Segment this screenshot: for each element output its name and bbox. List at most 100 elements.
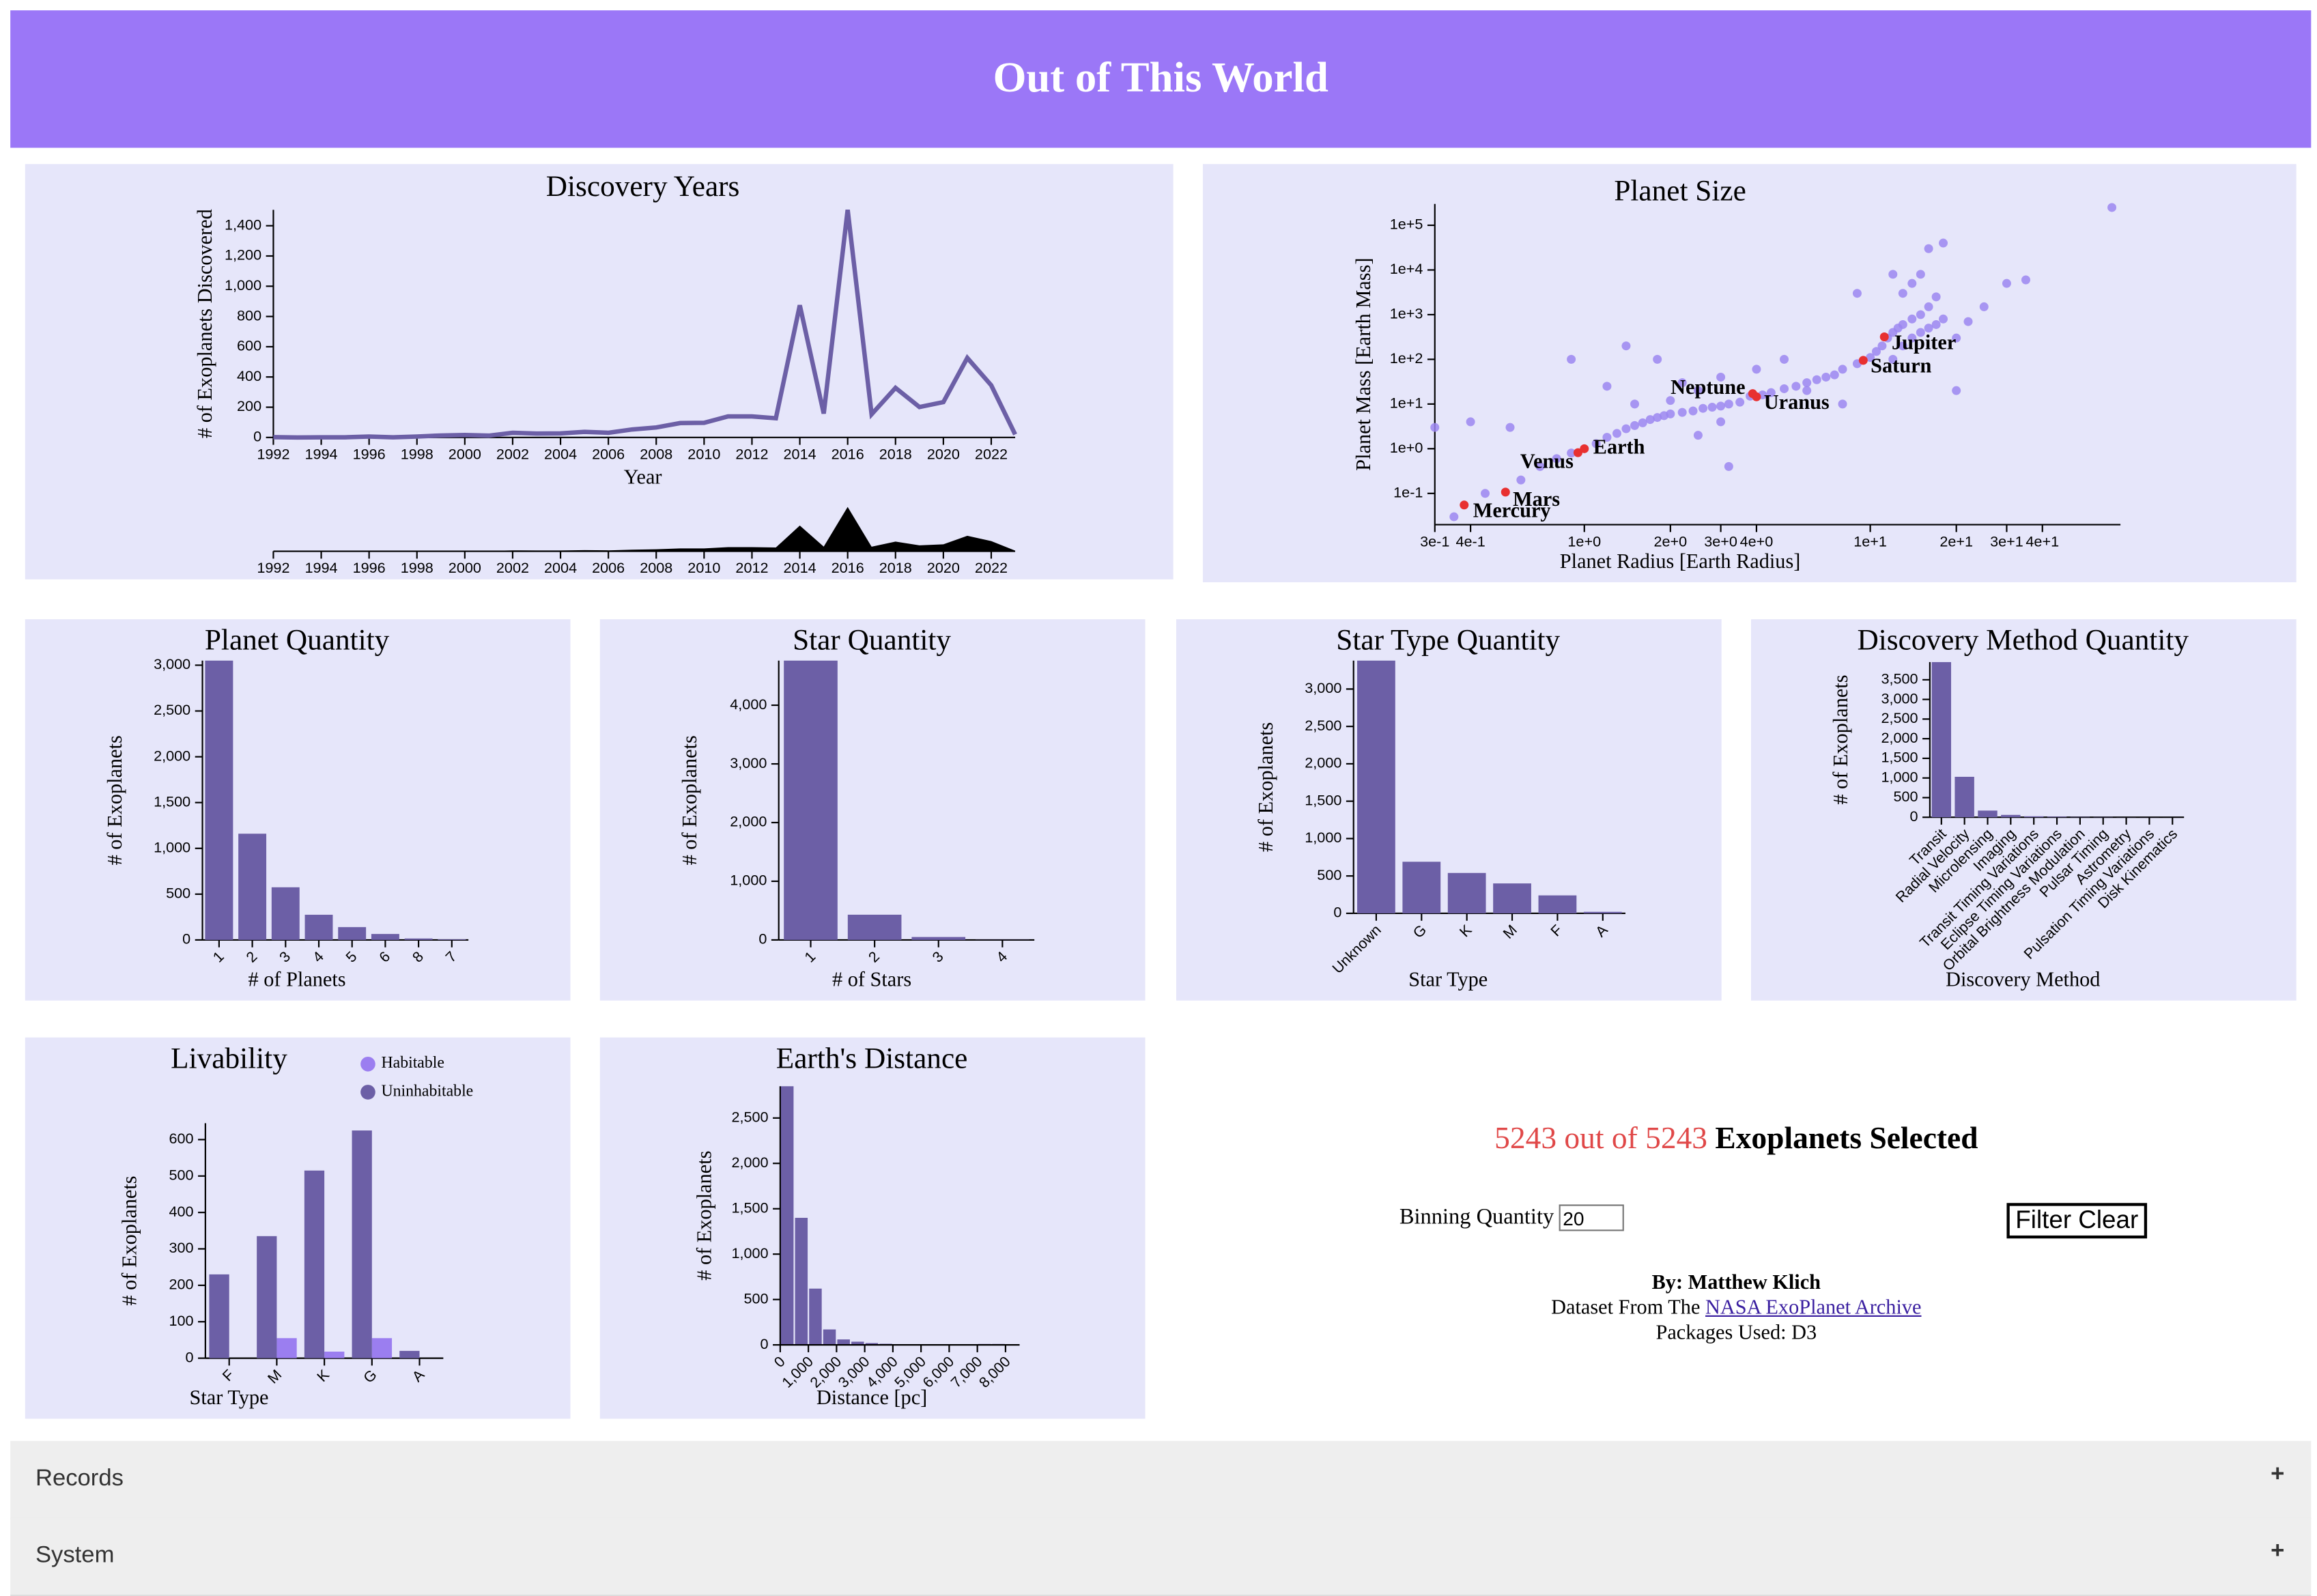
binning-control: Binning Quantity (1399, 1204, 1623, 1231)
y-tick-label: 2,000 (154, 747, 190, 764)
accordion-label: Records (35, 1466, 124, 1493)
y-axis-label: Planet Mass [Earth Mass] (1352, 258, 1375, 471)
x-tick-label: 2008 (640, 446, 672, 463)
x-tick-label: 6 (375, 947, 393, 965)
x-tick-label: Unknown (1328, 922, 1384, 977)
x-tick-label: 2010 (687, 446, 720, 463)
x-tick-label: 2004 (544, 446, 577, 463)
planet-label: Uranus (1764, 390, 1830, 414)
point (1907, 315, 1916, 324)
chart-title: Planet Size (1614, 175, 1746, 208)
planet-label: Mars (1513, 487, 1560, 511)
solar-planet (1880, 332, 1889, 341)
legend-swatch (360, 1057, 375, 1072)
y-tick-label: 1e+5 (1390, 216, 1423, 233)
bar (209, 1274, 229, 1358)
bar (809, 1289, 821, 1345)
point (1907, 279, 1916, 288)
x-tick-label: 1 (210, 947, 227, 965)
x-axis-label: Discovery Method (1946, 967, 2100, 991)
point (1752, 365, 1761, 373)
y-tick-label: 500 (166, 885, 190, 902)
x-tick-label: 1,000 (778, 1353, 816, 1391)
x-tick-label: 2008 (640, 559, 672, 576)
point (1666, 410, 1675, 418)
point (1466, 417, 1475, 426)
y-tick-label: 1,500 (1305, 791, 1341, 808)
bar (781, 1086, 793, 1345)
y-tick-label: 1,500 (731, 1199, 768, 1216)
chart-title: Star Quantity (793, 624, 951, 657)
x-tick-label: G (360, 1366, 380, 1386)
y-tick-label: 2,500 (731, 1108, 768, 1125)
x-tick-label: 2012 (735, 559, 768, 576)
legend-swatch (360, 1085, 375, 1100)
planet-label: Earth (1593, 435, 1645, 458)
chart: Discovery Method Quantity Discovery Metho… (1751, 619, 2297, 1001)
dataset-prefix: Dataset From The (1551, 1298, 1700, 1320)
filter-clear-button[interactable]: Filter Clear (2006, 1203, 2147, 1238)
x-tick-label: 2010 (687, 559, 720, 576)
x-tick-label: 4 (309, 947, 327, 965)
y-tick-label: 3,000 (730, 754, 767, 771)
x-axis-label: Distance [pc] (816, 1386, 927, 1409)
x-tick-label: 5 (342, 947, 360, 965)
planet-label: Jupiter (1892, 330, 1956, 354)
x-tick-label: 2e+0 (1653, 532, 1687, 550)
y-axis-label: # of Exoplanets (118, 1175, 141, 1305)
y-tick-label: 2,500 (154, 701, 190, 718)
point (1567, 355, 1576, 364)
bar (784, 661, 838, 940)
accordion-item[interactable]: Records + (10, 1441, 2311, 1520)
author: By: Matthew Klich (1176, 1271, 2297, 1296)
point (1724, 462, 1733, 471)
y-axis-label: # of Exoplanets (678, 735, 701, 865)
x-axis-label: Year (624, 465, 662, 488)
x-tick-label: 2000 (449, 446, 481, 463)
context-area (273, 507, 1015, 552)
packages: Packages Used: D3 (1176, 1321, 2297, 1346)
y-tick-label: 2,000 (730, 813, 767, 830)
bar (1448, 873, 1486, 913)
y-tick-label: 0 (1333, 904, 1341, 921)
x-tick-label: 1998 (401, 446, 433, 463)
x-tick-label: 8,000 (976, 1353, 1014, 1391)
bar (205, 661, 233, 940)
chart-title: Discovery Method Quantity (1857, 624, 2189, 657)
bar (352, 1130, 372, 1358)
solar-planet (1580, 444, 1589, 453)
x-axis-label: # of Planets (248, 967, 346, 991)
y-tick-label: 3,000 (1305, 679, 1341, 696)
x-tick-label: K (1456, 921, 1475, 940)
point (1791, 382, 1800, 390)
x-tick-label: 2020 (927, 446, 960, 463)
y-tick-label: 3,000 (154, 655, 190, 672)
point (1602, 382, 1611, 390)
y-tick-label: 500 (169, 1166, 193, 1183)
point (1481, 489, 1490, 498)
bar (2024, 816, 2043, 817)
accordion-item[interactable]: System+ (10, 1517, 2311, 1596)
accordion-icon: + (2271, 1462, 2284, 1488)
point (1621, 341, 1630, 350)
point (1678, 408, 1687, 417)
binning-input[interactable] (1559, 1204, 1623, 1231)
y-tick-label: 1,400 (225, 216, 261, 233)
point (1853, 289, 1862, 298)
chart-title: Livability (171, 1042, 287, 1074)
y-tick-label: 0 (186, 1348, 194, 1365)
y-tick-label: 1e+4 (1390, 260, 1423, 277)
header-title: Out of This World (993, 55, 1328, 103)
point (1708, 403, 1717, 412)
y-axis-label: # of Exoplanets (1254, 722, 1277, 852)
bar (324, 1352, 344, 1358)
dataset-link[interactable]: NASA ExoPlanet Archive (1705, 1298, 1921, 1320)
point (1964, 317, 1973, 326)
point (1621, 425, 1630, 433)
bar (438, 939, 466, 940)
